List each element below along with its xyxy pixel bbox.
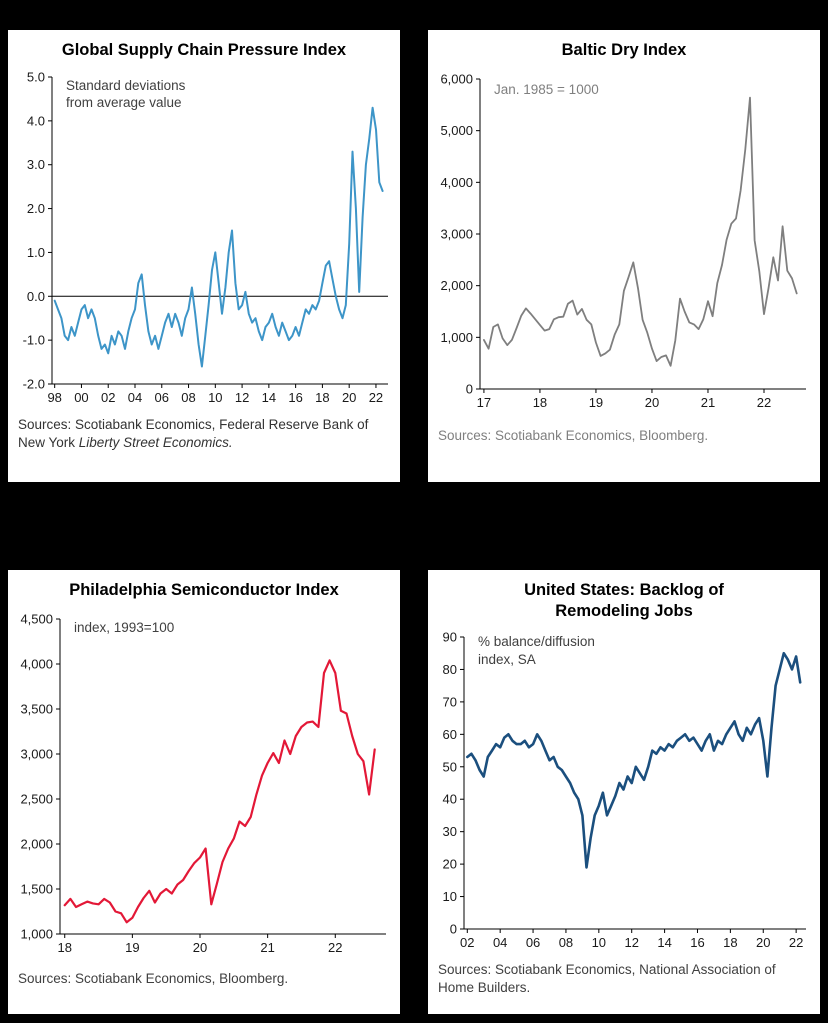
svg-text:10: 10: [443, 889, 457, 904]
svg-text:30: 30: [443, 824, 457, 839]
svg-text:08: 08: [181, 390, 195, 405]
sources-gscpi: Sources: Scotiabank Economics, Federal R…: [8, 410, 400, 452]
svg-text:20: 20: [193, 940, 207, 955]
svg-text:19: 19: [589, 395, 603, 410]
svg-text:12: 12: [235, 390, 249, 405]
svg-text:16: 16: [288, 390, 302, 405]
sources-semiconductor: Sources: Scotiabank Economics, Bloomberg…: [18, 970, 289, 986]
chart-panel-baltic-dry: Baltic Dry Index 0 1,000 2,000 3,000 4,000 5,…: [428, 30, 820, 482]
chart-title-gscpi: Global Supply Chain Pressure Index: [61, 41, 347, 59]
svg-text:98: 98: [47, 390, 61, 405]
svg-text:14: 14: [262, 390, 276, 405]
chart-annotation-remodeling-backlog: % balance/diffusion index, SA: [478, 634, 595, 667]
svg-text:20: 20: [756, 935, 770, 950]
svg-text:60: 60: [443, 727, 457, 742]
svg-text:1,000: 1,000: [20, 926, 53, 941]
svg-text:1,500: 1,500: [20, 881, 53, 896]
svg-text:-2.0: -2.0: [23, 376, 45, 391]
svg-text:22: 22: [328, 940, 342, 955]
svg-text:3,000: 3,000: [20, 746, 53, 761]
svg-text:18: 18: [723, 935, 737, 950]
svg-text:0.0: 0.0: [27, 288, 45, 303]
svg-text:04: 04: [128, 390, 142, 405]
svg-text:10: 10: [592, 935, 606, 950]
svg-text:06: 06: [155, 390, 169, 405]
chart-panel-gscpi: Global Supply Chain Pressure Index -2.0-…: [8, 30, 400, 482]
svg-text:22: 22: [789, 935, 803, 950]
svg-text:02: 02: [460, 935, 474, 950]
svg-text:1.0: 1.0: [27, 245, 45, 260]
svg-text:08: 08: [559, 935, 573, 950]
chart-panel-semiconductor: Philadelphia Semiconductor Index 1,000 1,…: [8, 570, 400, 1014]
svg-text:00: 00: [74, 390, 88, 405]
svg-text:22: 22: [757, 395, 771, 410]
svg-text:2,500: 2,500: [20, 791, 53, 806]
svg-text:1,000: 1,000: [440, 329, 473, 344]
svg-text:20: 20: [342, 390, 356, 405]
svg-text:17: 17: [477, 395, 491, 410]
svg-text:10: 10: [208, 390, 222, 405]
svg-text:0: 0: [466, 381, 473, 396]
svg-text:3,500: 3,500: [20, 701, 53, 716]
svg-text:40: 40: [443, 792, 457, 807]
sources-baltic-dry: Sources: Scotiabank Economics, Bloomberg…: [438, 427, 709, 443]
chart-panel-remodeling-backlog: United States: Backlog of Remodeling Job…: [428, 570, 820, 1014]
svg-text:16: 16: [690, 935, 704, 950]
chart-title-remodeling-backlog: United States: Backlog of Remodeling Job…: [524, 581, 724, 620]
svg-text:18: 18: [58, 940, 72, 955]
svg-text:0: 0: [450, 922, 457, 937]
svg-text:5,000: 5,000: [440, 123, 473, 138]
svg-text:2,000: 2,000: [440, 278, 473, 293]
chart-annotation-baltic-dry: Jan. 1985 = 1000: [494, 81, 599, 97]
svg-text:80: 80: [443, 662, 457, 677]
sources-italic-text: Liberty Street Economics.: [78, 434, 233, 450]
svg-text:2.0: 2.0: [27, 201, 45, 216]
svg-text:21: 21: [260, 940, 274, 955]
svg-text:4.0: 4.0: [27, 113, 45, 128]
svg-text:22: 22: [369, 390, 383, 405]
sources-remodeling-backlog: Sources: Scotiabank Economics, National …: [438, 962, 776, 996]
svg-text:3,000: 3,000: [440, 226, 473, 241]
svg-text:2,000: 2,000: [20, 836, 53, 851]
svg-text:18: 18: [315, 390, 329, 405]
svg-text:12: 12: [624, 935, 638, 950]
svg-text:02: 02: [101, 390, 115, 405]
svg-text:5.0: 5.0: [27, 69, 45, 84]
svg-text:20: 20: [645, 395, 659, 410]
svg-text:19: 19: [125, 940, 139, 955]
svg-text:90: 90: [443, 630, 457, 645]
chart-baltic-dry: 0 1,000 2,000 3,000 4,000 5,000 6,000 17 18 19 20 2…: [428, 65, 820, 415]
svg-text:14: 14: [657, 935, 671, 950]
svg-text:06: 06: [526, 935, 540, 950]
svg-text:3.0: 3.0: [27, 157, 45, 172]
svg-text:4,000: 4,000: [440, 174, 473, 189]
chart-remodeling-backlog: 0 10 20 30 40 50 60 70 80 90 02 04 06 08 10 12 14 16 18 20 2…: [428, 625, 820, 955]
svg-text:21: 21: [701, 395, 715, 410]
chart-annotation-semiconductor: index, 1993=100: [74, 619, 175, 635]
svg-text:04: 04: [493, 935, 507, 950]
chart-annotation-gscpi: Standard deviations from average value: [66, 77, 186, 111]
svg-text:70: 70: [443, 695, 457, 710]
chart-title-baltic-dry: Baltic Dry Index: [561, 41, 687, 59]
svg-text:4,000: 4,000: [20, 656, 53, 671]
svg-text:18: 18: [533, 395, 547, 410]
sources-text: Sources: Scotiabank Economics, Federal R…: [18, 416, 369, 450]
svg-text:6,000: 6,000: [440, 71, 473, 86]
chart-gscpi: -2.0 -1.0 0.0 1.0 2.0 3.0 4.0 5.0 98 00 02 04 06 08 10…: [8, 65, 400, 410]
svg-text:-1.0: -1.0: [23, 332, 45, 347]
chart-title-semiconductor: Philadelphia Semiconductor Index: [69, 581, 339, 599]
svg-text:20: 20: [443, 857, 457, 872]
svg-text:4,500: 4,500: [20, 611, 53, 626]
chart-semiconductor: 1,000 1,500 2,000 2,500 3,000 3,500 4,000 4,500…: [8, 605, 400, 960]
svg-text:50: 50: [443, 760, 457, 775]
